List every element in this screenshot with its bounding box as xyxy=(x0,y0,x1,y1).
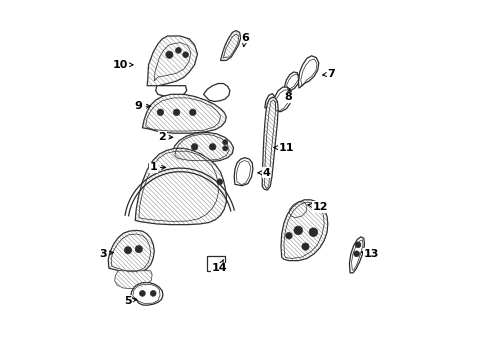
Circle shape xyxy=(148,162,154,168)
Text: 12: 12 xyxy=(308,202,328,212)
Polygon shape xyxy=(262,97,278,190)
Circle shape xyxy=(354,251,360,257)
Polygon shape xyxy=(234,158,253,186)
Text: 9: 9 xyxy=(135,101,150,111)
Circle shape xyxy=(294,226,303,235)
Circle shape xyxy=(192,144,198,150)
Circle shape xyxy=(124,247,132,254)
Polygon shape xyxy=(220,31,241,60)
Text: 1: 1 xyxy=(149,162,166,172)
Polygon shape xyxy=(349,237,365,273)
Circle shape xyxy=(175,48,181,53)
Circle shape xyxy=(166,51,173,58)
Text: 14: 14 xyxy=(212,260,228,273)
Polygon shape xyxy=(143,94,226,133)
Circle shape xyxy=(183,52,189,58)
Polygon shape xyxy=(108,230,154,274)
Circle shape xyxy=(302,243,309,250)
Circle shape xyxy=(222,146,228,151)
Text: 4: 4 xyxy=(258,168,270,178)
Polygon shape xyxy=(281,200,328,261)
Polygon shape xyxy=(265,94,274,108)
Polygon shape xyxy=(147,36,197,86)
Polygon shape xyxy=(171,132,233,162)
Text: 8: 8 xyxy=(284,89,292,102)
Circle shape xyxy=(217,179,222,185)
Circle shape xyxy=(173,109,180,116)
Circle shape xyxy=(157,109,164,116)
Text: 11: 11 xyxy=(274,143,294,153)
Text: 3: 3 xyxy=(99,249,113,259)
Circle shape xyxy=(150,291,156,296)
Text: 5: 5 xyxy=(124,296,137,306)
Circle shape xyxy=(140,291,145,296)
Circle shape xyxy=(209,144,216,150)
Circle shape xyxy=(135,246,143,253)
Circle shape xyxy=(355,242,361,248)
Circle shape xyxy=(222,140,228,145)
Text: 2: 2 xyxy=(158,132,173,142)
Circle shape xyxy=(309,228,318,237)
Polygon shape xyxy=(298,56,319,88)
Polygon shape xyxy=(273,87,292,112)
Text: 7: 7 xyxy=(322,69,335,79)
Circle shape xyxy=(190,109,196,116)
Polygon shape xyxy=(207,256,225,271)
Polygon shape xyxy=(285,72,299,92)
Polygon shape xyxy=(156,86,187,96)
Polygon shape xyxy=(115,271,152,289)
Text: 13: 13 xyxy=(361,249,379,259)
Polygon shape xyxy=(135,148,226,225)
Text: 10: 10 xyxy=(113,60,133,70)
Circle shape xyxy=(286,233,292,239)
Polygon shape xyxy=(204,84,230,102)
Polygon shape xyxy=(130,283,163,305)
Text: 6: 6 xyxy=(241,33,249,47)
